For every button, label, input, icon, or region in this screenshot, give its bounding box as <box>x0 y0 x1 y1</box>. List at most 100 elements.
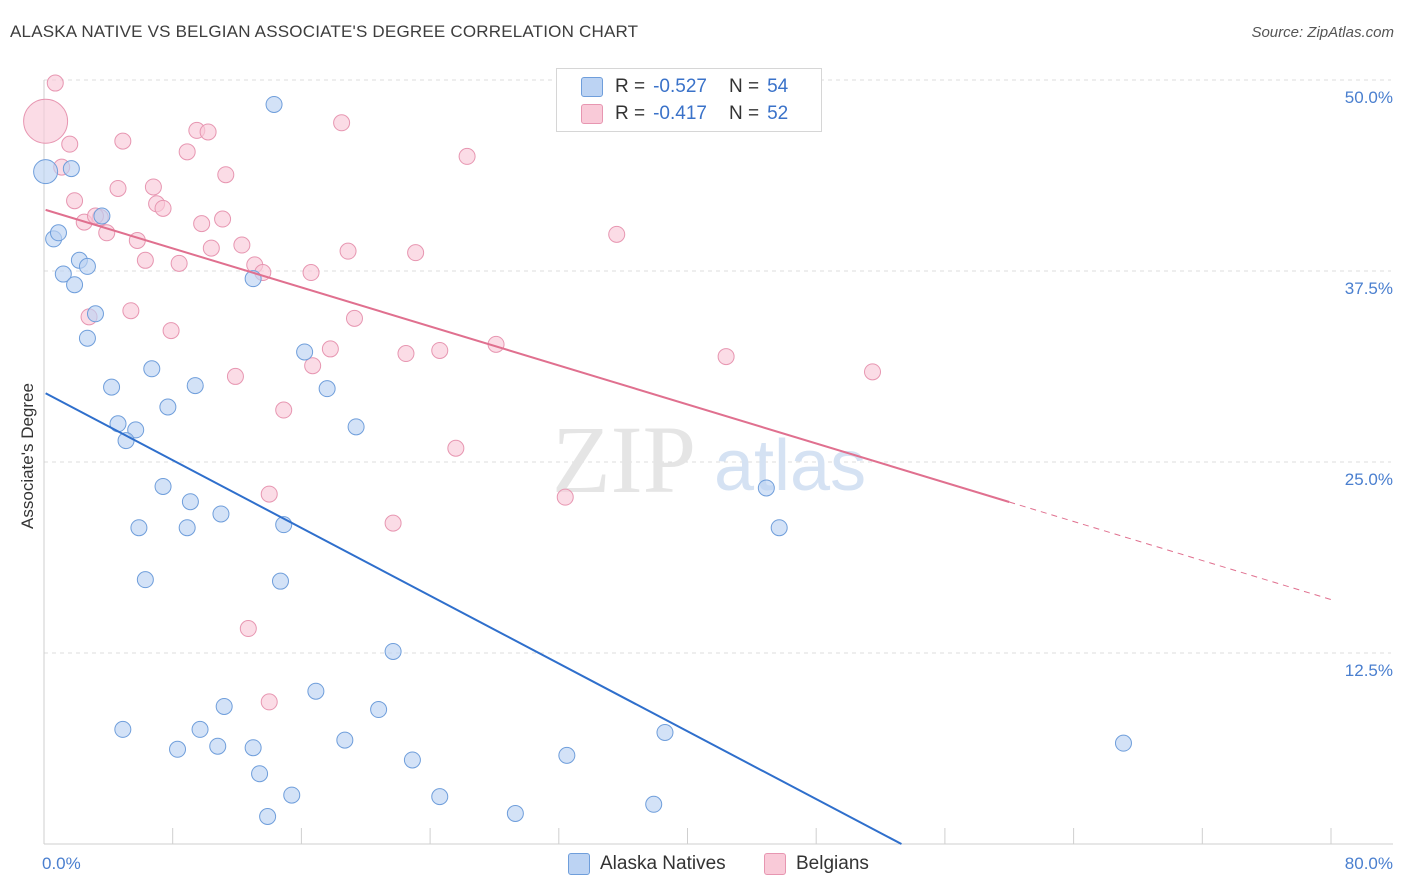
belgians-point <box>864 363 882 381</box>
watermark-atlas: atlas <box>714 426 866 506</box>
alaska-natives-point <box>296 343 314 361</box>
belgians-point <box>447 439 465 457</box>
alaska-natives-point <box>78 257 96 275</box>
legend-r-label: R = <box>615 76 646 97</box>
watermark-zip: ZIP <box>552 406 696 513</box>
belgians-point <box>109 179 127 197</box>
belgians-point <box>397 345 415 363</box>
alaska-natives-point <box>159 398 177 416</box>
belgians-point <box>154 199 172 217</box>
legend-n-value: 54 <box>767 76 789 97</box>
alaska-natives-point <box>384 642 402 660</box>
belgians-point <box>136 251 154 269</box>
alaska-natives-point <box>66 276 84 294</box>
belgians-point <box>556 488 574 506</box>
alaska-natives-point <box>209 737 227 755</box>
alaska-natives-point <box>403 751 421 769</box>
belgians-point <box>202 239 220 257</box>
belgians-point <box>333 114 351 132</box>
alaska-natives-point <box>656 723 674 741</box>
bottom-legend-alaska-natives: Alaska Natives <box>568 852 726 876</box>
alaska-natives-point <box>318 380 336 398</box>
alaska-natives-point <box>78 329 96 347</box>
legend-r-value: -0.527 <box>653 76 707 97</box>
belgians-point <box>233 236 251 254</box>
belgians-point <box>339 242 357 260</box>
y-tick-label: 25.0% <box>1345 470 1393 489</box>
belgians-point <box>114 132 132 150</box>
belgians-point <box>23 98 69 144</box>
alaska-natives-point <box>49 224 67 242</box>
alaska-natives-point <box>62 160 80 178</box>
alaska-natives-point <box>86 305 104 323</box>
alaska-natives-point <box>307 682 325 700</box>
legend-swatch-pink <box>581 104 603 124</box>
alaska-natives-point <box>181 493 199 511</box>
belgians-point <box>717 348 735 366</box>
belgians-point <box>275 401 293 419</box>
belgians-point <box>345 309 363 327</box>
belgians-point <box>199 123 217 141</box>
bottom-legend-swatch-blue <box>568 853 590 875</box>
belgians-point <box>431 341 449 359</box>
belgians-trend-line-extension <box>1009 501 1332 600</box>
alaska-natives-point <box>215 697 233 715</box>
legend-swatch-blue <box>581 77 603 97</box>
alaska-natives-point <box>130 519 148 537</box>
y-tick-label: 12.5% <box>1345 661 1393 680</box>
alaska-natives-point <box>178 519 196 537</box>
belgians-point <box>46 74 64 92</box>
alaska-natives-point <box>347 418 365 436</box>
belgians-trend-line <box>45 208 1010 503</box>
belgians-point <box>122 302 140 320</box>
belgians-point <box>170 254 188 272</box>
belgians-point <box>226 367 244 385</box>
alaska-natives-point <box>33 159 59 185</box>
alaska-natives-point <box>103 378 121 396</box>
alaska-natives-point <box>169 740 187 758</box>
legend-n-label: N = <box>728 76 760 97</box>
belgians-point <box>217 166 235 184</box>
alaska-natives-point <box>336 731 354 749</box>
belgians-point <box>321 340 339 358</box>
alaska-natives-point <box>265 95 283 113</box>
belgians-point <box>178 143 196 161</box>
belgians-point <box>61 135 79 153</box>
axes <box>43 80 1393 845</box>
alaska-natives-point <box>558 746 576 764</box>
bottom-legend-label: Belgians <box>796 853 869 874</box>
alaska-natives-points <box>33 95 1132 825</box>
alaska-natives-point <box>186 377 204 395</box>
grid-lines <box>44 79 1391 654</box>
belgians-point <box>608 225 626 243</box>
legend-r-label: R = <box>615 103 646 124</box>
belgians-point <box>458 147 476 165</box>
legend: R = -0.527 N = 54 R = -0.417 N = 52 <box>556 68 822 132</box>
legend-n-value: 52 <box>767 103 789 124</box>
alaska-natives-trend-line <box>45 392 902 845</box>
alaska-natives-point <box>143 360 161 378</box>
belgians-point <box>407 244 425 262</box>
alaska-natives-point <box>191 720 209 738</box>
y-axis-label: Associate's Degree <box>18 383 37 529</box>
alaska-natives-point <box>154 477 172 495</box>
belgians-point <box>239 620 257 638</box>
chart-title: ALASKA NATIVE VS BELGIAN ASSOCIATE'S DEG… <box>10 22 639 41</box>
tick-labels: 12.5% 25.0% 37.5% 50.0% 0.0% 80.0% <box>42 88 1393 873</box>
alaska-natives-point <box>93 207 111 225</box>
belgians-point <box>144 178 162 196</box>
alaska-natives-point <box>127 421 145 439</box>
belgians-point <box>384 514 402 532</box>
belgians-point <box>302 264 320 282</box>
y-tick-label: 37.5% <box>1345 279 1393 298</box>
legend-row-belgians: R = -0.417 N = 52 <box>581 102 788 126</box>
alaska-natives-point <box>244 739 262 757</box>
alaska-natives-point <box>271 572 289 590</box>
x-tick-label: 80.0% <box>1345 854 1393 873</box>
bottom-legend-swatch-pink <box>764 853 786 875</box>
y-tick-label: 50.0% <box>1345 88 1393 107</box>
x-tick-label: 0.0% <box>42 854 81 873</box>
alaska-natives-point <box>506 804 524 822</box>
bottom-legend-label: Alaska Natives <box>600 853 726 874</box>
